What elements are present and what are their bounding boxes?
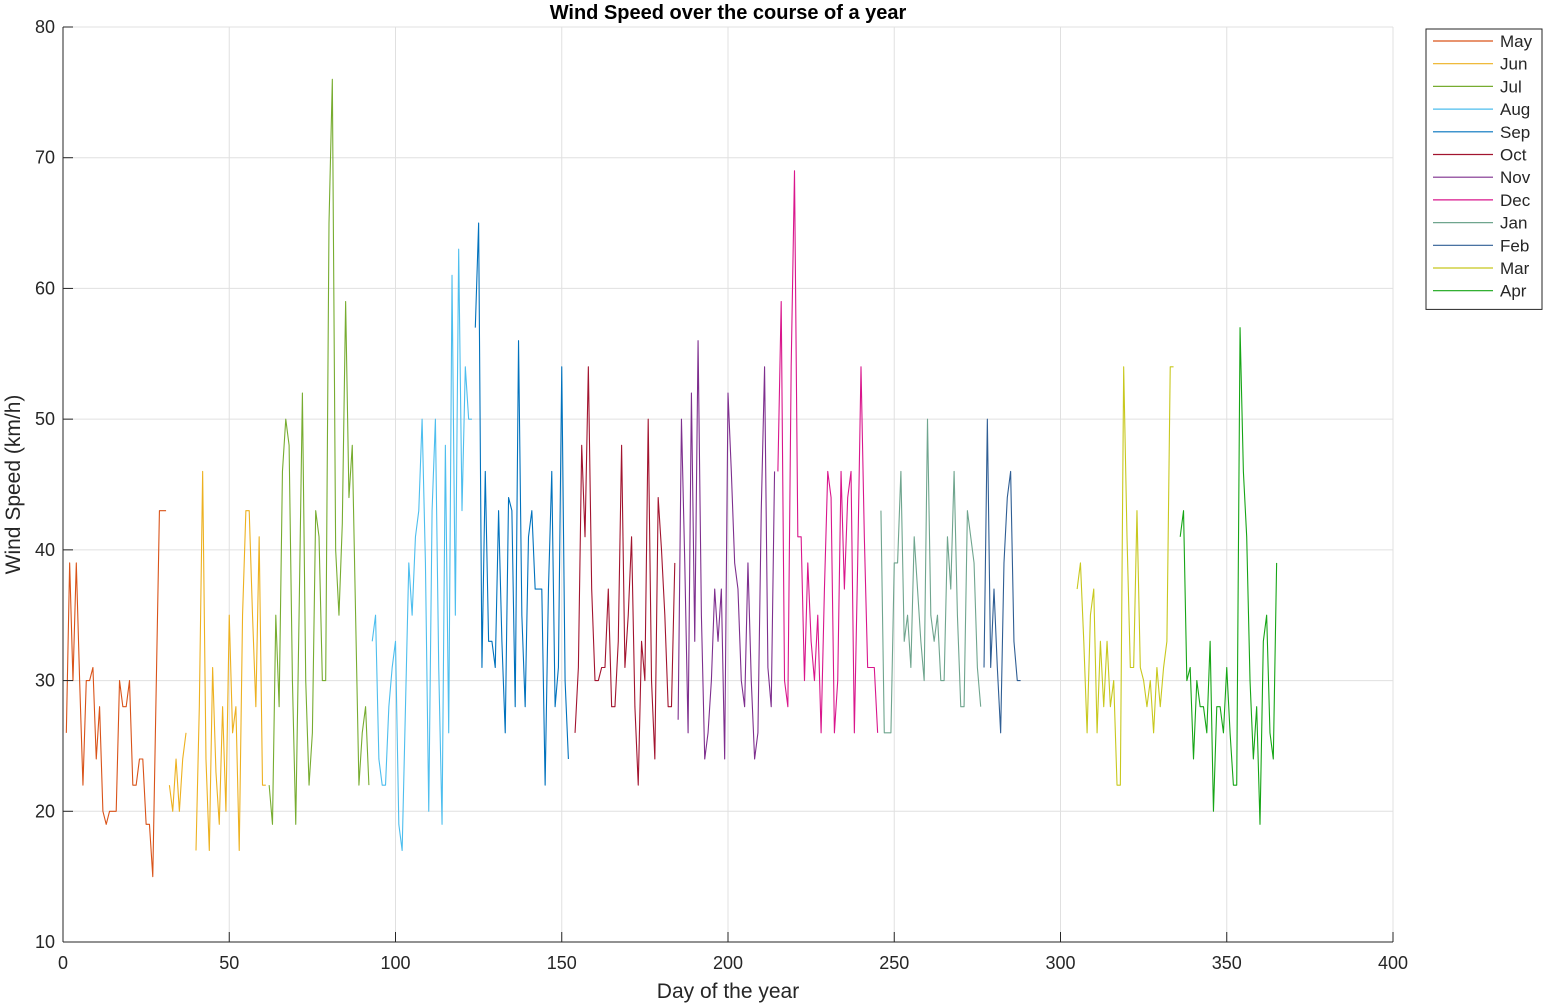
chart-title: Wind Speed over the course of a year xyxy=(550,2,907,24)
legend-label-oct: Oct xyxy=(1500,146,1527,165)
legend-label-apr: Apr xyxy=(1500,282,1527,301)
data-series xyxy=(65,78,1278,878)
legend-label-jul: Jul xyxy=(1500,77,1522,96)
x-axis-label: Day of the year xyxy=(657,980,799,1003)
y-axis-label: Wind Speed (km/h) xyxy=(2,395,25,575)
series-line-mar xyxy=(1076,366,1174,786)
series-line-jul xyxy=(268,78,370,825)
series-line-oct xyxy=(574,366,676,786)
y-tick-label: 80 xyxy=(35,17,55,37)
series-line-apr xyxy=(1179,327,1278,825)
legend-label-sep: Sep xyxy=(1500,123,1530,142)
y-tick-label: 70 xyxy=(35,148,55,168)
legend-label-feb: Feb xyxy=(1500,236,1529,255)
legend-label-dec: Dec xyxy=(1500,191,1531,210)
x-tick-label: 350 xyxy=(1212,953,1242,973)
series-line-sep xyxy=(474,222,569,786)
series-line-feb xyxy=(983,418,1021,734)
series-line-jun xyxy=(168,470,266,852)
x-tick-label: 0 xyxy=(58,953,68,973)
legend-label-may: May xyxy=(1500,32,1533,51)
x-tick-label: 400 xyxy=(1378,953,1408,973)
legend-label-aug: Aug xyxy=(1500,100,1530,119)
axes xyxy=(62,26,1394,943)
y-tick-label: 30 xyxy=(35,671,55,691)
y-tick-label: 40 xyxy=(35,540,55,560)
x-tick-label: 250 xyxy=(879,953,909,973)
y-tick-label: 20 xyxy=(35,801,55,821)
series-line-may xyxy=(65,510,167,878)
x-tick-label: 100 xyxy=(380,953,410,973)
series-line-dec xyxy=(777,170,879,734)
series-line-jan xyxy=(880,418,982,734)
legend-label-jan: Jan xyxy=(1500,214,1527,233)
legend: May Jun Jul Aug Sep Oct Nov Dec Jan Feb Mar Apr xyxy=(1425,28,1543,310)
legend-label-mar: Mar xyxy=(1500,259,1530,278)
x-tick-label: 150 xyxy=(547,953,577,973)
grid-lines xyxy=(62,26,1394,943)
y-tick-label: 50 xyxy=(35,409,55,429)
series-line-nov xyxy=(677,340,776,760)
legend-label-nov: Nov xyxy=(1500,168,1531,187)
x-tick-label: 50 xyxy=(219,953,239,973)
series-line-aug xyxy=(371,248,472,852)
tick-labels: 0 50 100 150 200 250 300 350 400 10 20 30 40 50 60 70 80 xyxy=(35,17,1408,973)
y-tick-label: 60 xyxy=(35,278,55,298)
legend-label-jun: Jun xyxy=(1500,55,1527,74)
x-tick-label: 200 xyxy=(713,953,743,973)
legend-box xyxy=(1425,28,1543,310)
x-tick-label: 300 xyxy=(1045,953,1075,973)
y-tick-label: 10 xyxy=(35,932,55,952)
